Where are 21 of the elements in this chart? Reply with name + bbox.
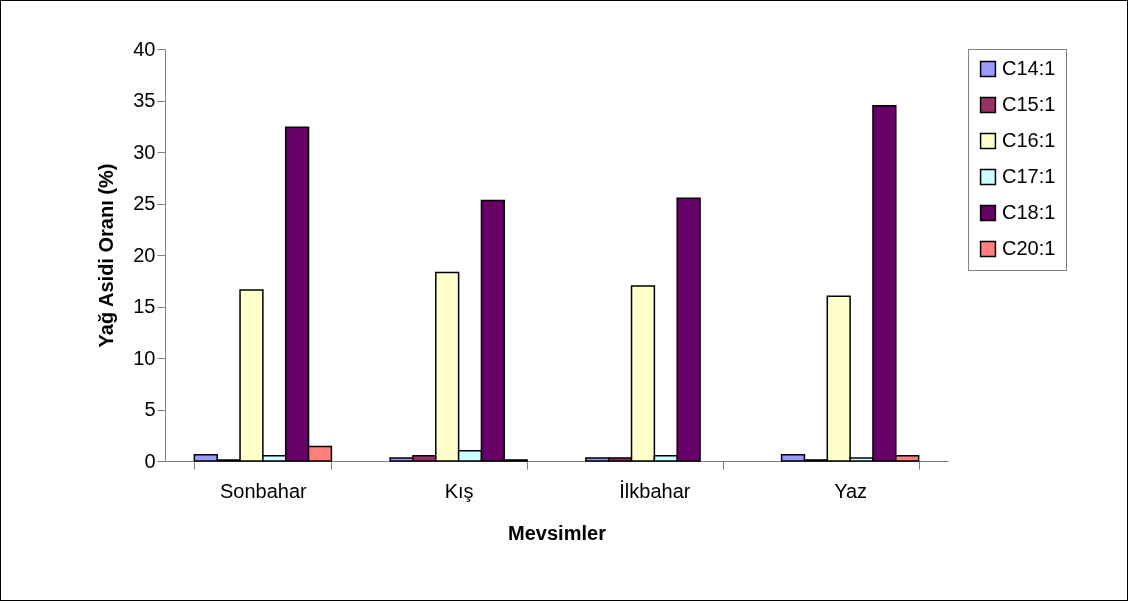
legend-label: C20:1 <box>1002 237 1056 259</box>
legend-label: C14:1 <box>1002 57 1056 79</box>
legend-label: C18:1 <box>1002 201 1056 223</box>
x-tick-label: Yaz <box>834 479 868 502</box>
y-axis-title: Yağ Asidi Oranı (%) <box>95 163 118 348</box>
y-tick-label: 40 <box>133 37 156 60</box>
x-tick-label: İlkbahar <box>619 479 691 502</box>
x-tick-label: Kış <box>444 479 474 502</box>
x-axis-title: Mevsimler <box>508 521 607 544</box>
y-tick-label: 10 <box>133 346 156 369</box>
y-tick-label: 25 <box>133 192 156 214</box>
legend-label: C16:1 <box>1002 129 1056 151</box>
legend-label: C17:1 <box>1002 165 1056 187</box>
x-tick-label: Sonbahar <box>220 479 308 502</box>
y-tick-label: 20 <box>133 243 156 266</box>
y-tick-label: 15 <box>133 295 156 317</box>
y-tick-label: 5 <box>144 398 156 420</box>
y-tick-label: 0 <box>144 449 156 472</box>
legend-label: C15:1 <box>1002 93 1056 115</box>
y-tick-label: 35 <box>133 89 156 111</box>
y-tick-label: 30 <box>133 140 156 163</box>
